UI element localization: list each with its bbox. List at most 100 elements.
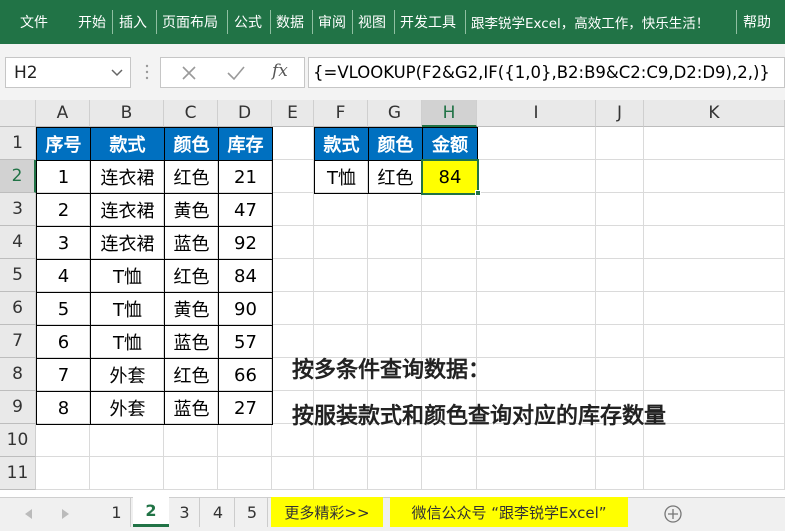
table-cell: 6 <box>36 325 91 359</box>
column-header: I <box>477 100 596 127</box>
ribbon-tab[interactable]: 页面布局 <box>162 15 218 31</box>
sheet-tab[interactable]: 更多精彩>> <box>271 497 383 527</box>
note: 按服装款式和颜色查询对应的库存数量 <box>292 404 667 429</box>
grid-cell <box>477 424 596 457</box>
grid-cell <box>596 325 644 358</box>
table-cell: T恤 <box>90 325 165 359</box>
grid-cell <box>314 457 368 490</box>
grid-cell <box>164 325 218 358</box>
grid-cell <box>314 292 368 325</box>
grid-cell <box>422 457 477 490</box>
grid-cell <box>477 226 596 259</box>
ribbon-tab[interactable]: 跟李锐学Excel，高效工作，快乐生活！ <box>471 16 710 32</box>
name-box[interactable]: H2 <box>5 57 131 88</box>
grid-cell <box>596 457 644 490</box>
grid-cell <box>644 127 785 160</box>
grid-cell <box>272 127 314 160</box>
table-cell: 红色 <box>164 358 219 392</box>
grid-cell <box>422 391 477 424</box>
enter-icon[interactable] <box>226 64 246 82</box>
separator <box>394 10 395 34</box>
grid-cell <box>644 160 785 193</box>
grid-cell <box>36 325 90 358</box>
sheet-tab[interactable]: 5 <box>237 497 268 527</box>
grid-cell <box>90 424 164 457</box>
grid-cell <box>36 391 90 424</box>
ribbon-tab[interactable]: 数据 <box>276 15 304 31</box>
column-header: D <box>218 100 272 127</box>
formula-area: H2 fx {=VLOOKUP(F2&G2,IF({1,0},B2:B9&C2:… <box>0 44 785 100</box>
function-icon[interactable]: fx <box>272 61 288 81</box>
row-header: 11 <box>0 457 36 490</box>
table-cell: 92 <box>218 226 273 260</box>
ribbon-tab[interactable]: 审阅 <box>318 15 346 31</box>
column-header: H <box>422 100 477 127</box>
row-header: 4 <box>0 226 36 259</box>
grid-cell <box>36 457 90 490</box>
grid-cell <box>477 193 596 226</box>
separator <box>312 10 313 34</box>
grid-cell <box>644 259 785 292</box>
cancel-icon[interactable] <box>180 64 198 82</box>
separator <box>156 10 157 34</box>
grid-cell <box>36 259 90 292</box>
grid-cell <box>314 325 368 358</box>
table-cell: 84 <box>218 259 273 293</box>
separator <box>227 10 228 34</box>
dropdown-arrow[interactable] <box>110 68 124 78</box>
separator <box>465 10 466 34</box>
grid-cell <box>164 457 218 490</box>
grid-cell <box>164 193 218 226</box>
grid-cell <box>596 226 644 259</box>
grid-cell <box>90 391 164 424</box>
grid-cell <box>644 358 785 391</box>
grid-cell <box>368 358 422 391</box>
grid-cell <box>477 259 596 292</box>
grid-cell <box>368 193 422 226</box>
grid-cell <box>164 391 218 424</box>
table-cell: 蓝色 <box>164 325 219 359</box>
note: 按多条件查询数据： <box>292 358 491 383</box>
ribbon-tab[interactable]: 插入 <box>119 15 147 31</box>
sheet-tab-active[interactable]: 2 <box>133 497 169 527</box>
grid-cell <box>368 259 422 292</box>
row-header: 2 <box>0 160 36 193</box>
table-cell: 连衣裙 <box>90 160 165 194</box>
grid-cell <box>272 358 314 391</box>
grid-cell <box>218 292 272 325</box>
grid-cell <box>164 358 218 391</box>
formula-buttons <box>160 57 305 88</box>
add-sheet-button[interactable] <box>663 504 683 524</box>
grid-cell <box>218 358 272 391</box>
ribbon-tab[interactable]: 视图 <box>358 15 386 31</box>
grid-cell <box>90 259 164 292</box>
ribbon-tab[interactable]: 开始 <box>78 15 106 31</box>
table-cell: 21 <box>218 160 273 194</box>
grid-cell <box>422 259 477 292</box>
ribbon-tab[interactable]: 公式 <box>234 15 262 31</box>
tab-scroll-arrows[interactable] <box>14 506 84 522</box>
grid-cell <box>422 358 477 391</box>
grid-cell <box>272 391 314 424</box>
fill-handle <box>475 190 481 196</box>
sheet-tab[interactable]: 1 <box>103 497 131 527</box>
separator <box>112 10 113 34</box>
sheet-tab[interactable]: 4 <box>202 497 235 527</box>
ribbon-tab[interactable]: 文件 <box>20 15 48 31</box>
formula-input[interactable]: {=VLOOKUP(F2&G2,IF({1,0},B2:B9&C2:C9,D2:… <box>308 57 785 88</box>
ribbon-tab[interactable]: 帮助 <box>743 15 771 31</box>
table-cell: 7 <box>36 358 91 392</box>
table-cell: 57 <box>218 325 273 359</box>
row-header: 5 <box>0 259 36 292</box>
separator <box>352 10 353 34</box>
sheet-tab[interactable]: 3 <box>170 497 200 527</box>
table-cell: 27 <box>218 391 273 425</box>
grid-cell <box>644 292 785 325</box>
column-header: C <box>164 100 218 127</box>
grid-cell <box>644 325 785 358</box>
ribbon-tab[interactable]: 开发工具 <box>400 15 456 31</box>
select-all <box>0 100 36 127</box>
grid-cell <box>90 160 164 193</box>
sheet-tab[interactable]: 微信公众号 “跟李锐学Excel” <box>390 497 628 527</box>
table-cell: 黄色 <box>164 193 219 227</box>
